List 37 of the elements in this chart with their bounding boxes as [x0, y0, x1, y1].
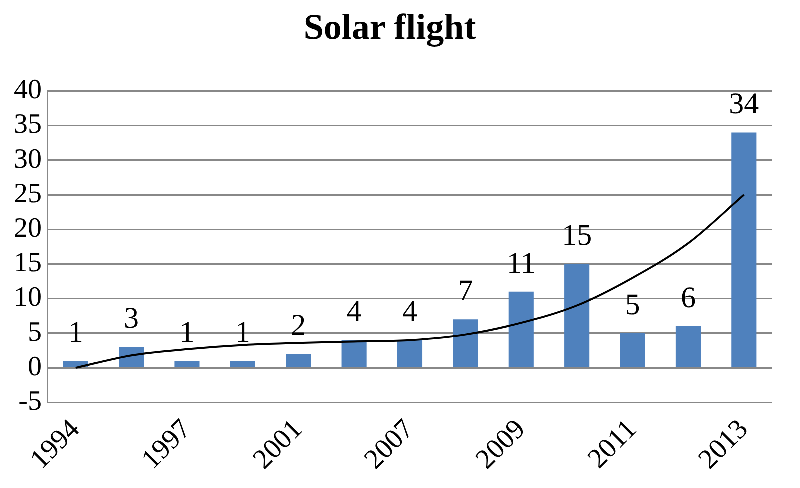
data-label: 1: [180, 316, 195, 349]
y-tick-label: 5: [28, 316, 42, 348]
bar: [676, 326, 701, 368]
data-label: 4: [402, 295, 418, 328]
y-tick-label: 30: [14, 144, 42, 175]
y-tick-label: -5: [18, 386, 42, 418]
x-tick-label: 2011: [582, 414, 643, 475]
data-label: 15: [562, 219, 592, 252]
y-tick-label: 15: [14, 248, 42, 279]
y-tick-label: 35: [14, 109, 42, 140]
bar: [508, 292, 534, 368]
bar: [286, 354, 312, 368]
data-label: 1: [235, 316, 250, 349]
data-label: 34: [729, 88, 760, 121]
y-tick-label: 10: [14, 282, 42, 314]
bar: [119, 347, 144, 368]
y-tick-label: 0: [28, 351, 42, 382]
y-tick-label: 25: [14, 178, 42, 210]
data-label: 11: [506, 246, 536, 280]
data-label: 6: [680, 281, 696, 314]
bar: [620, 333, 646, 368]
data-label: 7: [458, 274, 474, 308]
bar: [397, 340, 423, 368]
bar: [174, 361, 200, 368]
data-label: 2: [291, 309, 306, 342]
chart-title: Solar flight: [304, 6, 476, 47]
data-label: 3: [124, 302, 140, 336]
bar: [732, 132, 757, 368]
y-tick-label: 40: [14, 74, 42, 106]
data-label: 5: [625, 288, 640, 322]
bar: [453, 320, 478, 368]
bar: [564, 264, 590, 368]
y-tick-label: 20: [14, 212, 42, 244]
bar: [342, 340, 367, 368]
bar: [230, 361, 256, 368]
data-label: 4: [346, 295, 362, 328]
data-label: 1: [68, 316, 84, 349]
